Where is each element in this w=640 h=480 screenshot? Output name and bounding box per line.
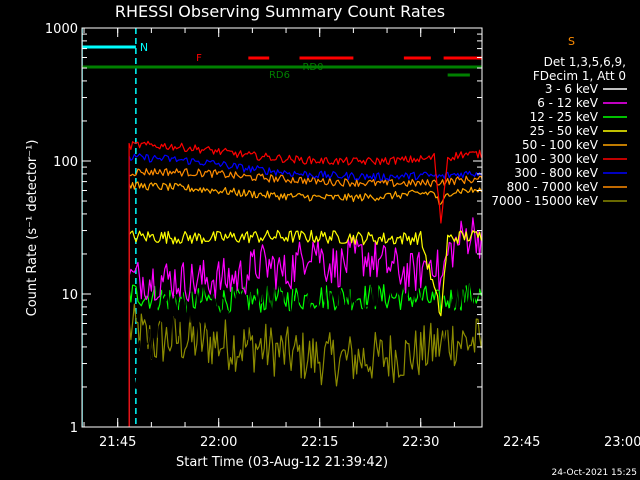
series-line-6 xyxy=(128,153,482,427)
y-tick-label-3: 1000 xyxy=(45,22,78,37)
series-line-8 xyxy=(128,303,482,427)
eclipse-label-s: S xyxy=(568,35,575,48)
x-tick-label-4: 22:45 xyxy=(503,435,540,450)
legend-label-2: 12 - 25 keV xyxy=(530,110,599,124)
series-layer: N S F RD0 RD6 xyxy=(82,28,575,427)
legend-label-8: 7000 - 15000 keV xyxy=(491,194,598,208)
x-tick-label-3: 22:30 xyxy=(402,435,439,450)
x-axis-label: Start Time (03-Aug-12 21:39:42) xyxy=(176,455,388,470)
series-line-3 xyxy=(128,229,482,427)
y-axis-label: Count Rate (s⁻¹ detector⁻¹) xyxy=(25,140,40,317)
legend-label-5: 100 - 300 keV xyxy=(514,152,598,166)
plot-frame xyxy=(81,27,483,428)
x-tick-label-0: 21:45 xyxy=(99,435,136,450)
axes-layer: 1 10 100 1000 21:45 22:00 22:15 22:30 22:45 23:00… xyxy=(45,22,640,450)
y-tick-label-0: 1 xyxy=(70,421,78,436)
series-line-5 xyxy=(128,140,482,427)
legend-label-3: 25 - 50 keV xyxy=(530,124,599,138)
series-line-7 xyxy=(128,168,482,427)
eclipse-label-n: N xyxy=(140,41,148,54)
legend-label-0: 3 - 6 keV xyxy=(545,82,599,96)
x-tick-label-5: 23:00 xyxy=(604,435,640,450)
chart-title: RHESSI Observing Summary Count Rates xyxy=(115,2,445,21)
x-tick-label-1: 22:00 xyxy=(200,435,237,450)
series-line-4 xyxy=(128,181,482,427)
legend-label-1: 6 - 12 keV xyxy=(537,96,599,110)
legend-title-line-0: Det 1,3,5,6,9, xyxy=(544,55,626,69)
y-tick-label-1: 10 xyxy=(61,288,78,303)
legend-label-6: 300 - 800 keV xyxy=(514,166,598,180)
flag-label-rd6: RD6 xyxy=(269,70,290,81)
legend: Det 1,3,5,6,9,FDecim 1, Att 03 - 6 keV6 … xyxy=(491,55,627,208)
legend-label-4: 50 - 100 keV xyxy=(522,138,599,152)
flag-label-f: F xyxy=(196,53,202,64)
plot-area xyxy=(82,28,482,427)
series-line-0 xyxy=(128,243,482,427)
footer-timestamp: 24-Oct-2021 15:25 xyxy=(552,468,637,478)
flag-label-rd0: RD0 xyxy=(302,62,323,73)
legend-title-line-1: FDecim 1, Att 0 xyxy=(533,69,626,83)
series-line-1 xyxy=(128,217,482,427)
legend-label-7: 800 - 7000 keV xyxy=(507,180,599,194)
x-tick-label-2: 22:15 xyxy=(301,435,338,450)
y-tick-label-2: 100 xyxy=(53,155,78,170)
